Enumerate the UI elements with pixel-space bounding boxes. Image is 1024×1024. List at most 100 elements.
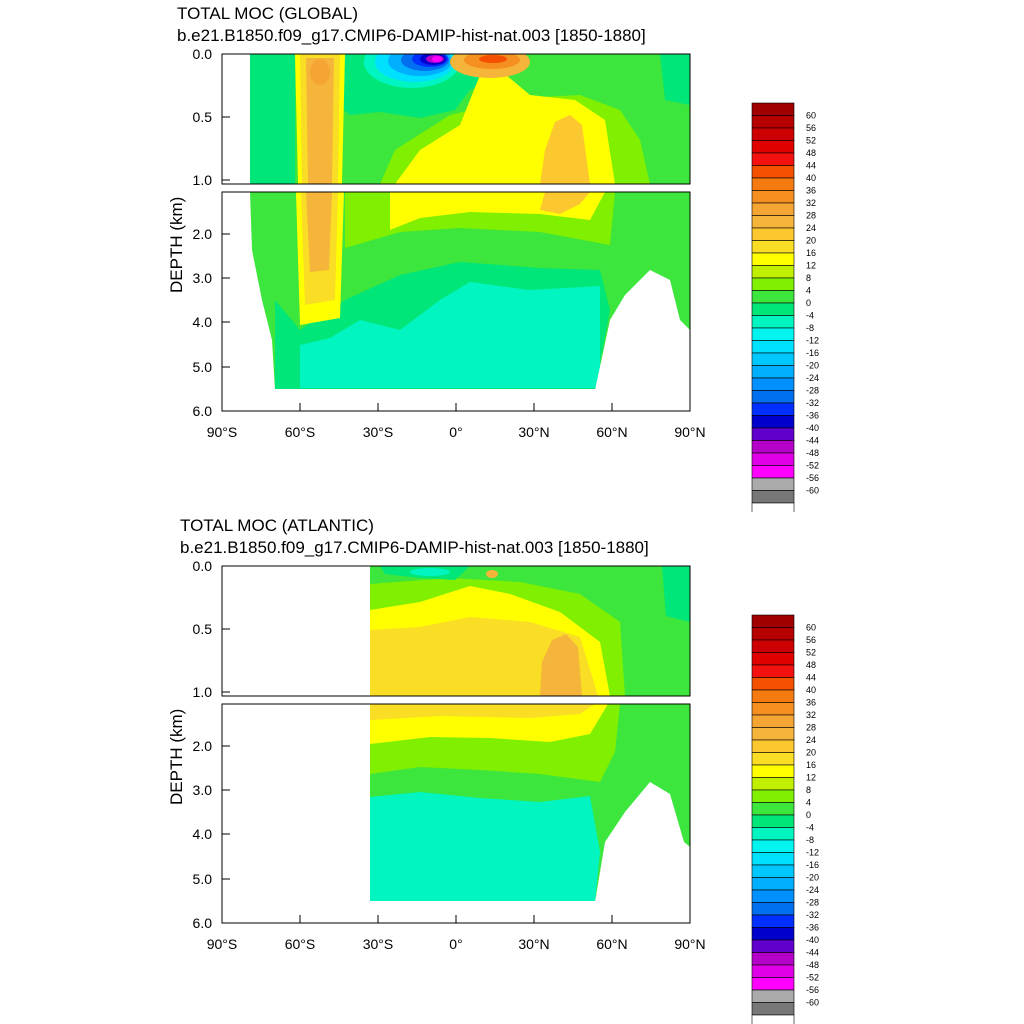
colorbar-swatch [751,627,795,641]
colorbar-swatch [751,427,795,441]
colorbar-label: 36 [806,698,816,708]
colorbar-swatch [751,190,795,204]
colorbar-label: -40 [806,423,819,433]
colorbar-swatch [751,490,795,504]
colorbar-label: -12 [806,848,819,858]
colorbar: 60565248444036322824201612840-4-8-12-16-… [751,614,819,1024]
colorbar-swatch [751,727,795,741]
colorbar-label: -56 [806,473,819,483]
x-tick-label: 0° [449,424,462,440]
colorbar-label: -24 [806,373,819,383]
colorbar-swatch [751,752,795,766]
colorbar-swatch [751,415,795,429]
colorbar-swatch [751,377,795,391]
colorbar-label: 20 [806,748,816,758]
colorbar-label: -48 [806,448,819,458]
y-tick-label: 1.0 [193,172,213,188]
colorbar-swatch [751,352,795,366]
colorbar-swatch [751,1002,795,1016]
colorbar-swatch [751,939,795,953]
contour-abyss-cyan [300,282,600,388]
y-tick-label: 0.0 [193,46,213,62]
colorbar-swatch [751,952,795,966]
colorbar-swatch [751,390,795,404]
colorbar-label: -4 [806,311,814,321]
colorbar-swatch [751,215,795,229]
colorbar-swatch [751,440,795,454]
colorbar-swatch [751,227,795,241]
colorbar-swatch [751,1014,795,1024]
contour-teal-west [250,54,295,184]
colorbar-label: 32 [806,710,816,720]
colorbar-label: 44 [806,673,816,683]
colorbar-swatch [751,789,795,803]
chart-title: TOTAL MOC (ATLANTIC) [180,516,374,535]
colorbar-label: 12 [806,261,816,271]
colorbar-label: -12 [806,336,819,346]
colorbar-label: 52 [806,648,816,658]
colorbar-swatch [751,315,795,329]
colorbar-label: -52 [806,973,819,983]
colorbar-label: 20 [806,236,816,246]
y-tick-label: 6.0 [193,915,213,931]
colorbar-swatch [751,140,795,154]
colorbar-label: 32 [806,198,816,208]
colorbar-swatch [751,652,795,666]
seafloor-mask [370,901,690,923]
chart-title: TOTAL MOC (GLOBAL) [177,4,359,23]
colorbar-label: 12 [806,773,816,783]
colorbar-swatch [751,902,795,916]
colorbar-swatch [751,989,795,1003]
contour-east-teal [662,566,690,622]
colorbar-swatch [751,864,795,878]
colorbar-label: 36 [806,186,816,196]
colorbar-label: -44 [806,436,819,446]
x-ticks [221,403,691,411]
colorbar-label: -36 [806,923,819,933]
colorbar-swatch [751,165,795,179]
contour-deep-gold [370,704,595,720]
colorbar-label: -16 [806,348,819,358]
colorbar-label: 16 [806,248,816,258]
colorbar-swatch [751,677,795,691]
colorbar-label: 8 [806,785,811,795]
colorbar-swatch [751,402,795,416]
x-tick-label: 0° [449,936,462,952]
y-tick-label: 2.0 [193,738,213,754]
y-tick-label: 5.0 [193,359,213,375]
plot-atlantic: 0.0 0.5 1.0 2.0 3.0 4.0 5.0 6.0 90°S 60°… [193,558,819,1024]
colorbar-swatch [751,340,795,354]
colorbar-label: -48 [806,960,819,970]
colorbar-label: -20 [806,873,819,883]
contour-deep-orange [540,192,590,214]
colorbar-label: -56 [806,985,819,995]
colorbar-label: -52 [806,461,819,471]
lower-field [222,192,690,411]
colorbar-swatch [751,839,795,853]
colorbar-label: 52 [806,136,816,146]
colorbar-swatch [751,240,795,254]
seafloor-mask [222,389,690,411]
x-tick-label: 60°S [285,936,316,952]
colorbar-swatch [751,252,795,266]
colorbar-label: -4 [806,823,814,833]
colorbar-label: 56 [806,635,816,645]
contour-south-orange [306,58,334,184]
x-tick-label: 90°N [674,424,705,440]
colorbar-swatch [751,877,795,891]
colorbar-swatch [751,452,795,466]
colorbar-label: 0 [806,298,811,308]
y-tick-label: 4.0 [193,314,213,330]
y-tick-label: 1.0 [193,684,213,700]
colorbar-swatch [751,327,795,341]
colorbar-swatch [751,964,795,978]
y-tick-label: 0.5 [193,621,213,637]
surface-neg-cell [410,568,450,576]
pos-surface-max [479,55,507,63]
colorbar-label: -32 [806,398,819,408]
colorbar-swatch [751,914,795,928]
colorbar-swatch [751,664,795,678]
colorbar-swatch [751,714,795,728]
x-tick-label: 30°N [518,424,549,440]
x-tick-label: 30°S [363,424,394,440]
